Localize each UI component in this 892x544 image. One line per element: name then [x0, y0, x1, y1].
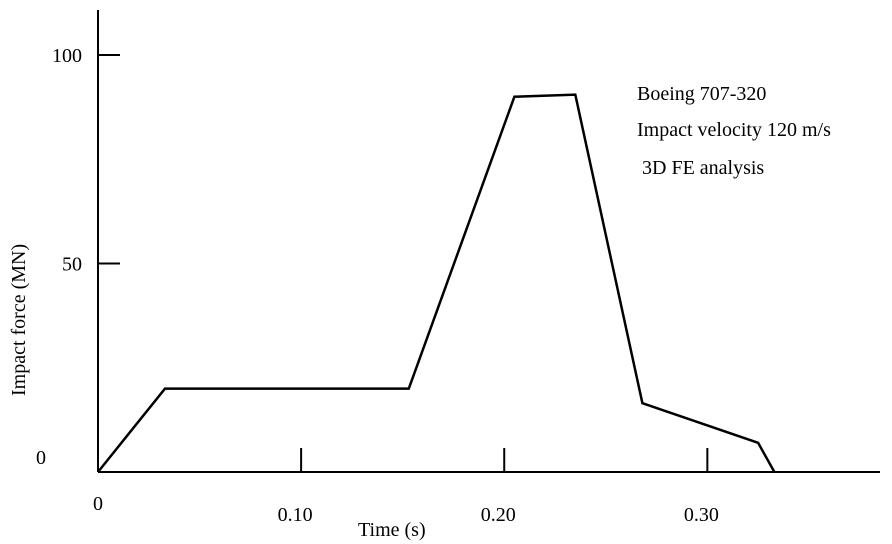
y-axis-label: Impact force (MN)	[8, 244, 30, 396]
annotation-velocity: Impact velocity 120 m/s	[637, 119, 831, 141]
y-tick-label: 50	[62, 254, 82, 276]
x-axis-label: Time (s)	[358, 519, 426, 541]
y-tick-label: 0	[36, 447, 46, 469]
x-tick-label: 0.30	[684, 504, 719, 526]
x-tick-label: 0.10	[278, 504, 313, 526]
annotation-aircraft: Boeing 707-320	[637, 83, 766, 105]
annotation-method: 3D FE analysis	[637, 157, 764, 179]
x-tick-label: 0.20	[481, 504, 516, 526]
ticks: 0 0.10 0.20 0.30 0 50 100	[36, 45, 719, 526]
impact-force-line	[97, 93, 776, 473]
x-tick-label: 0	[93, 493, 103, 515]
y-tick-label: 100	[52, 45, 82, 67]
